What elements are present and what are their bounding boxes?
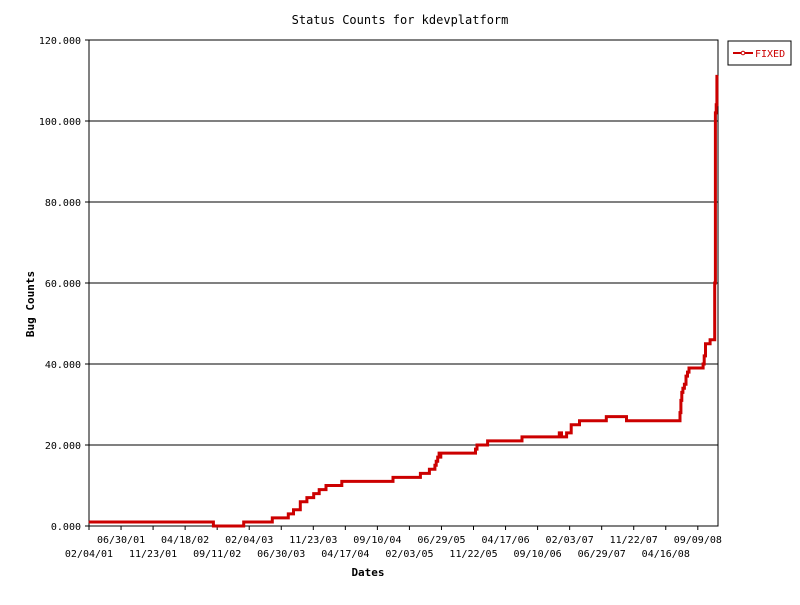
series-line-fixed (89, 74, 719, 528)
x-tick-label: 09/10/06 (514, 549, 562, 560)
chart-title: Status Counts for kdevplatform (292, 13, 509, 27)
y-tick-label: 80.000 (45, 198, 81, 209)
series-points (88, 75, 719, 527)
x-axis-ticks: 02/04/01 06/30/01 11/23/01 04/18/02 09/11/02… (65, 526, 722, 560)
data-point (306, 497, 308, 499)
x-tick-label: 02/04/03 (225, 535, 273, 546)
data-point (702, 363, 704, 365)
x-tick-label: 09/09/08 (674, 535, 722, 546)
x-tick-label: 02/03/07 (546, 535, 594, 546)
data-point (442, 452, 444, 454)
x-tick-label: 09/11/02 (193, 549, 241, 560)
data-point (704, 343, 707, 345)
data-point (441, 452, 443, 454)
data-point (605, 416, 607, 418)
data-point (487, 440, 489, 442)
data-point (341, 480, 343, 482)
x-axis-title: Dates (351, 566, 384, 579)
grid-lines (89, 120, 718, 446)
data-point (682, 387, 684, 389)
data-point (434, 464, 436, 466)
data-point (428, 468, 430, 470)
data-point (686, 371, 689, 373)
x-tick-label: 04/17/04 (321, 549, 369, 560)
y-tick-label: 100.000 (39, 117, 81, 128)
data-point (440, 452, 442, 454)
x-tick-label: 02/04/01 (65, 549, 113, 560)
data-point (570, 424, 572, 426)
x-tick-label: 11/22/05 (449, 549, 497, 560)
data-point (325, 484, 327, 487)
y-tick-label: 120.000 (39, 36, 81, 47)
data-point (419, 472, 421, 474)
data-point (392, 476, 394, 478)
data-point (521, 436, 523, 438)
data-point (437, 456, 439, 458)
data-point (439, 456, 441, 458)
data-point (703, 355, 705, 357)
data-point (299, 501, 301, 503)
x-tick-label: 04/17/06 (481, 535, 529, 546)
data-point (625, 420, 628, 422)
data-point (714, 282, 716, 284)
x-tick-label: 09/10/04 (353, 535, 401, 546)
data-point (566, 432, 568, 434)
y-axis-title: Bug Counts (24, 271, 37, 337)
data-point (243, 521, 245, 523)
data-point (717, 75, 719, 77)
data-point (714, 112, 717, 114)
x-tick-label: 02/03/05 (385, 549, 433, 560)
y-tick-label: 20.000 (45, 441, 81, 452)
x-tick-label: 04/16/08 (642, 549, 690, 560)
y-tick-label: 40.000 (45, 360, 81, 371)
series-layer (88, 74, 719, 528)
x-tick-label: 11/23/01 (129, 549, 177, 560)
data-point (445, 452, 448, 454)
x-tick-label: 06/30/03 (257, 549, 305, 560)
data-point (683, 383, 686, 385)
data-point (444, 452, 446, 454)
data-point (88, 521, 90, 523)
data-point (313, 493, 315, 495)
x-tick-label: 06/30/01 (97, 535, 145, 546)
x-tick-label: 11/22/07 (610, 535, 658, 546)
x-tick-label: 06/29/07 (578, 549, 626, 560)
data-point (474, 448, 477, 450)
data-point (292, 509, 295, 511)
data-point (212, 525, 214, 527)
data-point (679, 412, 681, 414)
data-point (476, 444, 478, 446)
x-tick-label: 06/29/05 (417, 535, 465, 546)
legend: FIXED (727, 40, 792, 66)
data-point (709, 339, 711, 341)
data-point (435, 460, 437, 462)
data-point (271, 517, 273, 519)
legend-swatch-marker (740, 50, 746, 56)
data-point (318, 489, 320, 491)
data-point (681, 391, 683, 393)
data-point (688, 367, 690, 369)
data-point (560, 436, 563, 438)
data-point (715, 104, 717, 106)
legend-label-fixed: FIXED (755, 49, 785, 60)
x-tick-label: 04/18/02 (161, 535, 209, 546)
data-point (558, 432, 560, 434)
y-tick-label: 60.000 (45, 279, 81, 290)
data-point (685, 375, 687, 377)
x-tick-label: 11/23/03 (289, 535, 337, 546)
y-axis-ticks: 0.000 20.000 40.000 60.000 80.000 100.000 120.… (39, 36, 89, 533)
y-tick-label: 0.000 (51, 522, 81, 533)
data-point (438, 452, 440, 454)
data-point (716, 75, 718, 77)
data-point (287, 513, 289, 515)
data-point (680, 399, 682, 401)
data-point (578, 420, 581, 422)
